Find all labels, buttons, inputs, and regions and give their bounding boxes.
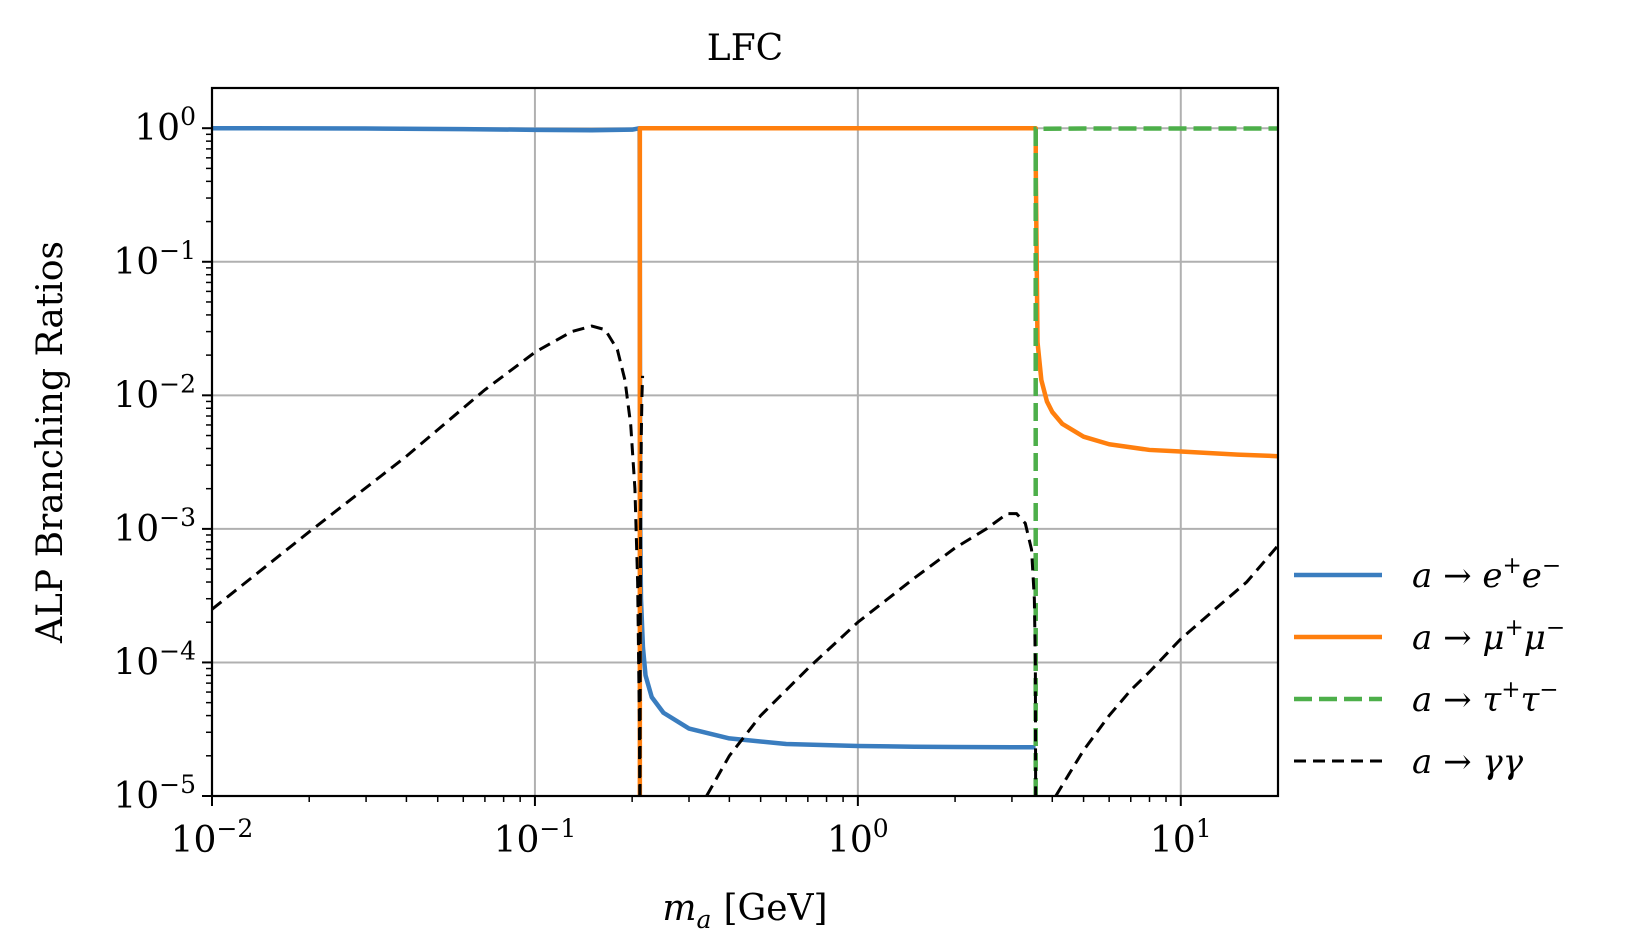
y-tick-label-3: 10−3 — [113, 503, 196, 550]
x-tick-label-2: 100 — [827, 814, 889, 861]
x-tick-labels: 10−2 10−1 100 101 — [171, 814, 1212, 861]
major-ticks — [202, 127, 1182, 806]
legend-entry-ee: a → e+e− — [1294, 553, 1561, 596]
grid-lines — [211, 88, 1278, 797]
legend-label-mumu: a → μ+μ− — [1412, 615, 1565, 658]
y-tick-label-0: 100 — [134, 102, 196, 149]
legend: a → e+e− a → μ+μ− a → τ+τ− a → γγ — [1294, 553, 1565, 782]
x-tick-label-3: 101 — [1150, 814, 1212, 861]
x-tick-label-1: 10−1 — [494, 814, 577, 861]
series-gammagamma-line-segment-3 — [1054, 544, 1278, 796]
y-tick-label-4: 10−4 — [113, 636, 196, 683]
legend-label-gammagamma: a → γγ — [1412, 742, 1524, 782]
x-tick-label-0: 10−2 — [171, 814, 254, 861]
plot-frame — [210, 86, 1280, 798]
series-gammagamma-line-segment-2 — [705, 512, 1038, 796]
minor-ticks — [206, 133, 1167, 802]
series-gammagamma-line-segment-0 — [212, 324, 642, 796]
legend-entry-mumu: a → μ+μ− — [1294, 615, 1565, 658]
series-tautau-line — [1033, 126, 1278, 796]
chart-title: LFC — [707, 28, 783, 69]
legend-label-ee: a → e+e− — [1412, 553, 1561, 596]
x-axis-label: ma [GeV] — [662, 888, 827, 934]
legend-entry-tautau: a → τ+τ− — [1294, 677, 1559, 720]
series-layer — [212, 125, 1278, 796]
y-tick-labels: 100 10−1 10−2 10−3 10−4 10−5 — [113, 102, 196, 817]
y-tick-label-2: 10−2 — [113, 369, 196, 416]
y-tick-label-5: 10−5 — [113, 770, 196, 817]
series-ee-line — [212, 125, 1036, 750]
y-axis-label: ALP Branching Ratios — [30, 241, 71, 644]
legend-label-tautau: a → τ+τ− — [1412, 677, 1559, 720]
y-tick-label-1: 10−1 — [113, 236, 196, 283]
series-gammagamma-line-segment-1 — [638, 375, 645, 796]
legend-entry-gammagamma: a → γγ — [1294, 742, 1524, 782]
series-mumu-line — [637, 125, 1278, 796]
